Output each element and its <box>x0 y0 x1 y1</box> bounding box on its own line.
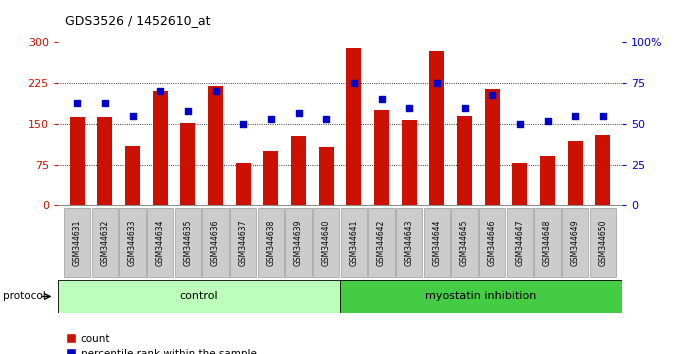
FancyBboxPatch shape <box>590 208 616 277</box>
Text: GSM344634: GSM344634 <box>156 219 165 266</box>
Bar <box>263 151 278 205</box>
Bar <box>69 117 85 205</box>
Point <box>514 121 525 127</box>
Text: GSM344645: GSM344645 <box>460 219 469 266</box>
Text: GSM344636: GSM344636 <box>211 219 220 266</box>
FancyBboxPatch shape <box>369 208 394 277</box>
Bar <box>208 86 223 205</box>
FancyBboxPatch shape <box>396 208 422 277</box>
Bar <box>346 48 362 205</box>
Text: GSM344640: GSM344640 <box>322 219 330 266</box>
Point <box>459 105 470 110</box>
FancyBboxPatch shape <box>313 208 339 277</box>
Text: GSM344639: GSM344639 <box>294 219 303 266</box>
Point <box>431 80 442 86</box>
FancyBboxPatch shape <box>203 208 228 277</box>
Point <box>71 100 82 105</box>
Bar <box>457 116 472 205</box>
Point <box>210 88 221 94</box>
Text: GSM344647: GSM344647 <box>515 219 524 266</box>
Legend: count, percentile rank within the sample: count, percentile rank within the sample <box>63 330 260 354</box>
FancyBboxPatch shape <box>92 208 118 277</box>
FancyBboxPatch shape <box>147 208 173 277</box>
Text: GSM344631: GSM344631 <box>73 219 82 266</box>
Bar <box>402 120 417 205</box>
Text: GSM344646: GSM344646 <box>488 219 496 266</box>
Text: GSM344642: GSM344642 <box>377 219 386 266</box>
Bar <box>429 51 445 205</box>
Text: protocol: protocol <box>3 291 46 302</box>
Bar <box>318 147 334 205</box>
FancyBboxPatch shape <box>175 208 201 277</box>
Bar <box>512 163 528 205</box>
Bar <box>374 110 389 205</box>
FancyBboxPatch shape <box>58 280 340 313</box>
Text: GDS3526 / 1452610_at: GDS3526 / 1452610_at <box>65 14 210 27</box>
Text: GSM344643: GSM344643 <box>405 219 413 266</box>
Bar <box>485 88 500 205</box>
FancyBboxPatch shape <box>479 208 505 277</box>
Bar <box>152 91 168 205</box>
FancyBboxPatch shape <box>340 280 622 313</box>
Point <box>155 88 166 94</box>
FancyBboxPatch shape <box>120 208 146 277</box>
Bar <box>180 123 195 205</box>
Bar <box>235 163 251 205</box>
Bar <box>125 145 140 205</box>
Text: GSM344641: GSM344641 <box>350 219 358 266</box>
FancyBboxPatch shape <box>286 208 311 277</box>
Bar <box>595 135 611 205</box>
Text: myostatin inhibition: myostatin inhibition <box>426 291 537 302</box>
FancyBboxPatch shape <box>258 208 284 277</box>
Text: GSM344644: GSM344644 <box>432 219 441 266</box>
Point <box>293 110 304 115</box>
Text: control: control <box>180 291 218 302</box>
FancyBboxPatch shape <box>507 208 533 277</box>
FancyBboxPatch shape <box>341 208 367 277</box>
FancyBboxPatch shape <box>424 208 450 277</box>
Point <box>487 92 498 97</box>
FancyBboxPatch shape <box>58 280 622 313</box>
Point <box>127 113 138 119</box>
Text: GSM344649: GSM344649 <box>571 219 579 266</box>
Text: GSM344638: GSM344638 <box>267 219 275 266</box>
Point <box>182 108 193 114</box>
FancyBboxPatch shape <box>534 208 560 277</box>
Point <box>570 113 581 119</box>
Text: GSM344632: GSM344632 <box>101 219 109 266</box>
FancyBboxPatch shape <box>562 208 588 277</box>
Text: GSM344633: GSM344633 <box>128 219 137 266</box>
Text: GSM344650: GSM344650 <box>598 219 607 266</box>
Point <box>238 121 249 127</box>
Text: GSM344637: GSM344637 <box>239 219 248 266</box>
Point <box>348 80 359 86</box>
Point <box>542 118 553 124</box>
Text: GSM344648: GSM344648 <box>543 219 552 266</box>
FancyBboxPatch shape <box>230 208 256 277</box>
Point <box>265 116 276 122</box>
Bar <box>97 118 112 205</box>
Point <box>321 116 332 122</box>
Bar <box>568 141 583 205</box>
FancyBboxPatch shape <box>64 208 90 277</box>
Bar <box>540 156 555 205</box>
Point <box>598 113 609 119</box>
FancyBboxPatch shape <box>452 208 477 277</box>
Bar <box>291 136 306 205</box>
Point <box>376 97 387 102</box>
Text: GSM344635: GSM344635 <box>184 219 192 266</box>
Point <box>99 100 110 105</box>
Point <box>404 105 415 110</box>
